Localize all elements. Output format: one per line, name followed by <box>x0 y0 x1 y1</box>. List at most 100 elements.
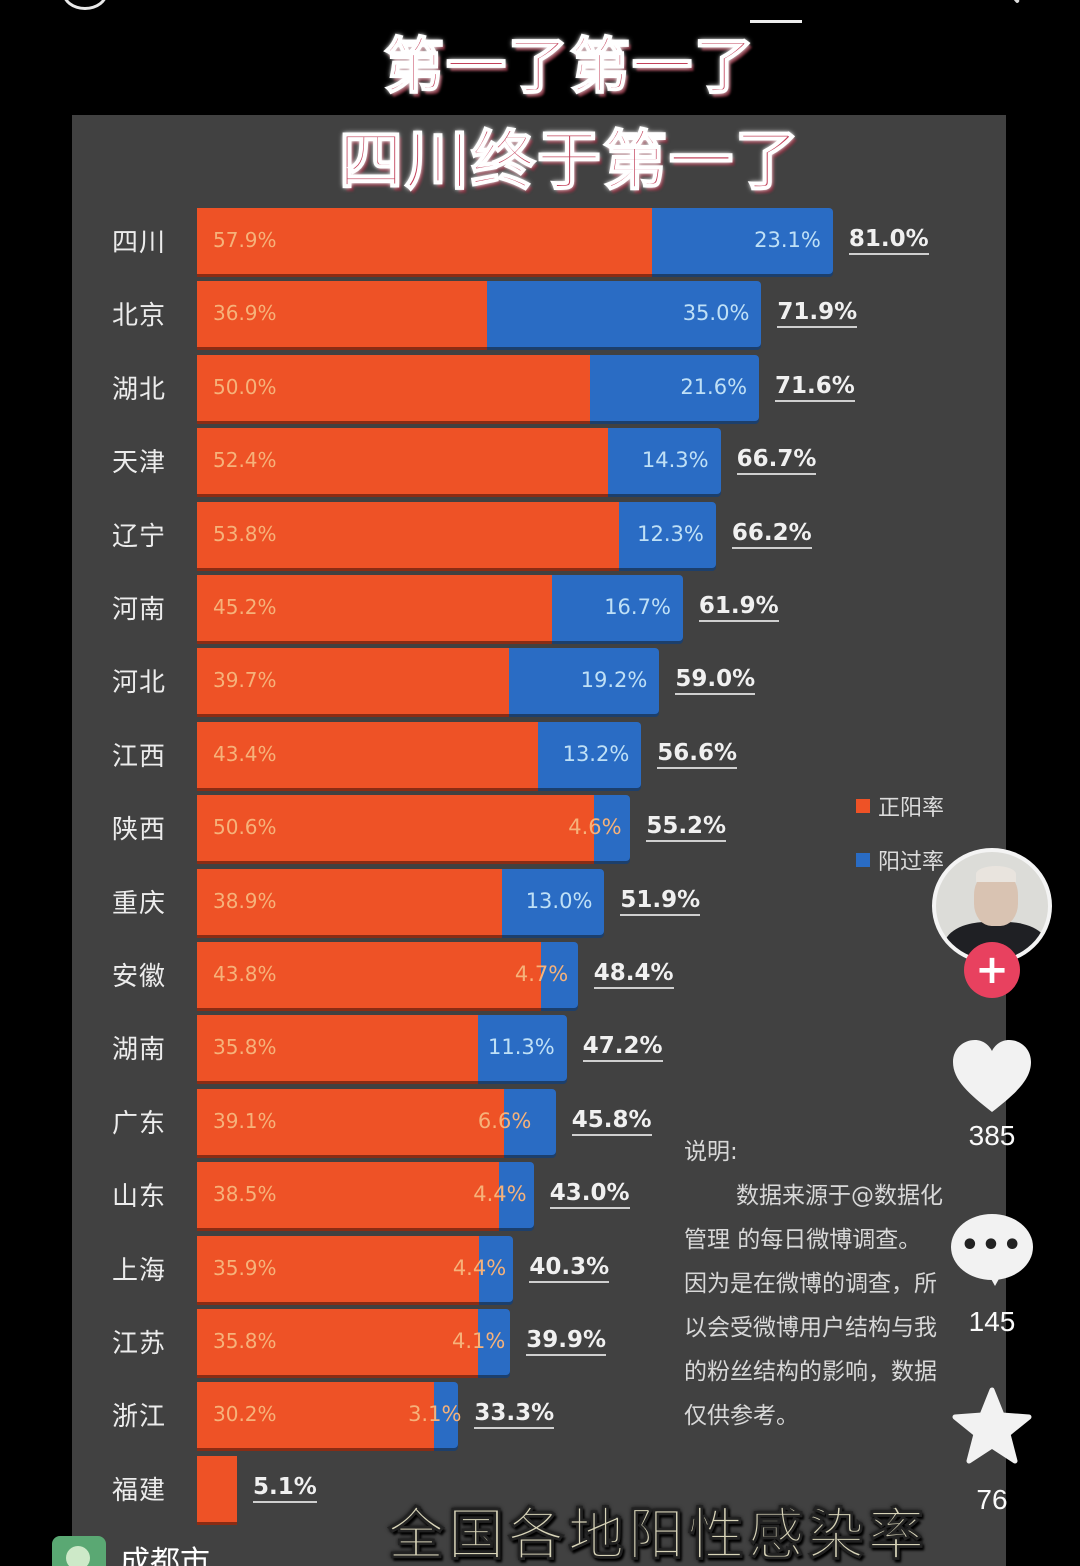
province-label: 北京 <box>112 301 167 332</box>
total-rate-label: 45.8% <box>571 1107 652 1136</box>
bar-positive <box>197 1455 238 1522</box>
province-label: 重庆 <box>112 888 167 919</box>
stacked-bar: 39.1% 6.6% <box>197 1088 556 1155</box>
chart-row: 江苏 35.8% 4.1% 39.9% <box>0 1309 1000 1377</box>
stacked-bar: 39.7% 19.2% <box>197 648 660 715</box>
bar-recovered: 3.1% <box>408 1382 461 1449</box>
chart-row: 广东 39.1% 6.6% 45.8% <box>0 1088 1000 1157</box>
recovered-rate-label: 14.3% <box>641 448 709 473</box>
chart-row: 山东 38.5% 4.4% 43.0% <box>0 1162 1000 1230</box>
province-label: 福建 <box>112 1475 167 1506</box>
chart-legend: 正阳率 阳过率 <box>856 790 944 898</box>
total-rate-label: 43.0% <box>549 1180 630 1210</box>
stacked-bar: 36.9% 35.0% <box>197 281 762 348</box>
legend-label: 阳过率 <box>878 850 945 875</box>
author-avatar[interactable] <box>932 848 1052 964</box>
legend-label: 正阳率 <box>878 796 945 821</box>
bar-positive: 50.6% <box>197 795 595 862</box>
chart-row: 上海 35.9% 4.4% 40.3% <box>0 1235 1000 1304</box>
legend-swatch-orange <box>856 799 870 813</box>
legend-item-positive: 正阳率 <box>856 790 944 822</box>
bar-positive: 39.7% <box>197 648 509 715</box>
province-label: 浙江 <box>112 1402 167 1433</box>
chart-row: 河南 45.2% 16.7% 61.9% <box>0 575 1000 643</box>
positive-rate-label: 52.4% <box>213 448 277 473</box>
province-label: 广东 <box>112 1108 167 1139</box>
stacked-bar: 53.8% 12.3% <box>197 501 716 568</box>
bar-recovered: 4.7% <box>515 942 578 1008</box>
chart-row: 江西 43.4% 13.2% 56.6% <box>0 721 1000 790</box>
recovered-rate-label: 11.3% <box>488 1035 555 1060</box>
stacked-bar <box>197 1455 238 1522</box>
bar-positive: 43.8% <box>197 942 541 1008</box>
stacked-bar: 35.9% 4.4% <box>197 1235 514 1302</box>
stacked-bar: 35.8% 4.1% <box>197 1309 511 1375</box>
recovered-rate-label: 13.0% <box>525 888 593 913</box>
recovered-rate-label: 19.2% <box>580 668 648 693</box>
like-count: 385 <box>968 1120 1016 1151</box>
bar-recovered: 23.1% <box>651 208 833 274</box>
stacked-bar: 52.4% 14.3% <box>197 428 721 495</box>
bar-recovered: 35.0% <box>486 281 762 348</box>
chart-row: 重庆 38.9% 13.0% 51.9% <box>0 868 1000 937</box>
favorite-count: 76 <box>976 1484 1008 1515</box>
positive-rate-label: 50.0% <box>213 374 277 399</box>
note-line: 数据来源于@数据化 <box>736 1183 943 1209</box>
total-rate-label: 51.9% <box>620 887 701 916</box>
province-label: 河南 <box>112 595 167 625</box>
bar-positive: 50.0% <box>197 354 590 421</box>
positive-rate-label: 39.1% <box>213 1108 277 1133</box>
location-pin-icon <box>52 1536 106 1566</box>
bar-positive: 57.9% <box>197 208 652 274</box>
recovered-rate-label: 4.4% <box>452 1255 507 1280</box>
stacked-bar: 30.2% 3.1% <box>197 1382 461 1449</box>
bar-recovered: 4.4% <box>453 1235 514 1302</box>
total-rate-label: 56.6% <box>657 740 738 769</box>
chart-row: 北京 36.9% 35.0% 71.9% <box>0 281 1000 349</box>
search-icon[interactable] <box>1007 0 1021 4</box>
bar-recovered: 4.1% <box>452 1309 511 1375</box>
positive-rate-label: 36.9% <box>213 301 277 326</box>
bar-recovered: 14.3% <box>608 428 721 495</box>
chart-row: 河北 39.7% 19.2% 59.0% <box>0 648 1000 716</box>
recovered-rate-label: 6.6% <box>477 1108 532 1133</box>
location-tag[interactable]: 成都市 <box>52 1536 210 1566</box>
comment-button[interactable]: ••• 145 <box>937 1214 1047 1338</box>
province-label: 江苏 <box>112 1329 167 1359</box>
province-label: 河北 <box>112 668 167 699</box>
bar-positive: 43.4% <box>197 721 538 788</box>
stacked-bar: 43.4% 13.2% <box>197 721 642 788</box>
chart-row: 福建 5.1% <box>0 1455 1000 1524</box>
like-button[interactable]: 385 <box>937 1036 1047 1152</box>
favorite-button[interactable]: 76 <box>937 1386 1047 1516</box>
positive-rate-label: 35.8% <box>213 1035 277 1060</box>
stacked-bar: 50.6% 4.6% <box>197 795 631 862</box>
recovered-rate-label: 35.0% <box>682 301 750 326</box>
province-label: 湖南 <box>112 1035 167 1066</box>
stacked-bar: 43.8% 4.7% <box>197 942 578 1008</box>
positive-rate-label: 43.8% <box>213 962 277 986</box>
total-rate-label: 47.2% <box>582 1033 663 1063</box>
note-line: 的粉丝结构的影响，数据 <box>684 1359 937 1385</box>
bar-recovered: 16.7% <box>551 575 683 641</box>
stacked-bar: 38.9% 13.0% <box>197 868 605 935</box>
note-line: 仅供参考。 <box>684 1403 799 1429</box>
bar-positive: 38.9% <box>197 868 503 935</box>
heart-icon <box>953 1040 1031 1112</box>
headline-line-2: 四川终于第一了 <box>338 124 801 200</box>
back-icon[interactable] <box>62 0 108 10</box>
total-rate-label: 55.2% <box>646 813 727 843</box>
bar-recovered: 19.2% <box>508 648 660 715</box>
bar-recovered: 11.3% <box>478 1015 567 1082</box>
follow-button[interactable]: + <box>964 942 1020 998</box>
stacked-bar: 38.5% 4.4% <box>197 1162 534 1229</box>
stacked-bar: 50.0% 21.6% <box>197 354 760 421</box>
bar-recovered: 6.6% <box>478 1088 556 1155</box>
recovered-rate-label: 4.6% <box>568 815 622 840</box>
province-label: 天津 <box>112 448 167 479</box>
positive-rate-label: 30.2% <box>213 1402 277 1427</box>
recovered-rate-label: 13.2% <box>562 741 630 766</box>
bar-recovered: 12.3% <box>619 501 716 568</box>
total-rate-label: 39.9% <box>526 1327 606 1356</box>
bar-recovered: 4.4% <box>473 1162 534 1229</box>
